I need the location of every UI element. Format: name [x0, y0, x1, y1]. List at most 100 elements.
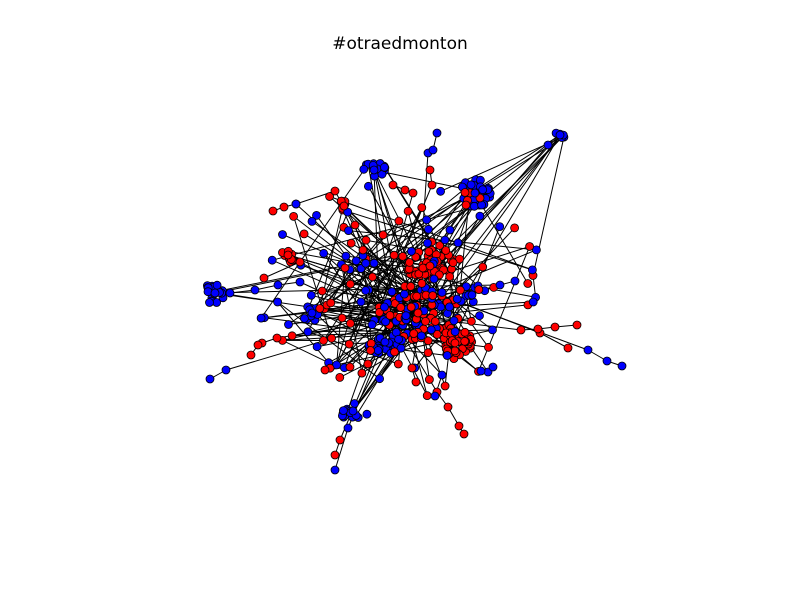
graph-node-red	[412, 291, 422, 301]
graph-node-blue	[543, 140, 553, 150]
graph-node-red	[435, 241, 445, 250]
graph-edge	[481, 204, 529, 284]
graph-node-red	[346, 238, 356, 248]
graph-node-red	[425, 165, 435, 175]
graph-node-blue	[381, 317, 391, 327]
graph-node-blue	[617, 361, 627, 371]
graph-nodes	[202, 128, 627, 475]
graph-node-blue	[478, 185, 488, 195]
graph-node-red	[389, 250, 399, 260]
graph-node-blue	[401, 311, 411, 321]
graph-node-red	[455, 285, 465, 295]
graph-node-blue	[350, 399, 359, 408]
graph-node-red	[246, 350, 256, 360]
graph-edge	[347, 343, 372, 411]
graph-node-blue	[399, 289, 409, 299]
graph-node-red	[417, 203, 427, 213]
graph-node-red	[388, 180, 398, 190]
graph-node-red	[339, 201, 349, 211]
graph-node-red	[474, 285, 484, 295]
graph-edge	[313, 310, 369, 365]
graph-node-red	[460, 336, 470, 346]
graph-node-red	[445, 272, 455, 282]
graph-node-blue	[212, 280, 222, 290]
graph-node-red	[299, 229, 309, 239]
graph-node-red	[450, 346, 460, 356]
graph-node-red	[405, 257, 414, 267]
graph-node-blue	[356, 297, 366, 307]
graph-node-blue	[295, 277, 305, 287]
graph-node-blue	[476, 366, 486, 376]
graph-node-blue	[348, 406, 358, 416]
graph-node-blue	[495, 280, 505, 290]
graph-edge	[272, 204, 484, 261]
graph-node-blue	[387, 287, 397, 297]
graph-node-red	[319, 336, 328, 345]
graph-node-blue	[379, 162, 389, 172]
graph-node-red	[414, 269, 424, 279]
graph-node-red	[390, 347, 399, 357]
graph-node-blue	[205, 374, 215, 384]
graph-node-blue	[452, 294, 462, 304]
graph-edge	[329, 196, 533, 271]
graph-node-red	[283, 250, 293, 260]
graph-node-red	[450, 338, 460, 348]
graph-node-red	[259, 273, 269, 283]
graph-node-blue	[291, 199, 301, 209]
graph-node-blue	[445, 225, 455, 235]
graph-node-red	[358, 245, 368, 255]
graph-node-red	[454, 421, 464, 431]
graph-node-blue	[273, 280, 283, 290]
graph-node-blue	[394, 334, 404, 344]
graph-node-red	[400, 185, 410, 195]
graph-node-red	[320, 365, 330, 375]
graph-node-blue	[205, 298, 214, 307]
graph-edge	[316, 215, 386, 310]
graph-node-blue	[475, 211, 485, 221]
graph-node-red	[408, 188, 418, 198]
graph-node-blue	[363, 181, 373, 191]
graph-node-blue	[528, 265, 537, 275]
graph-node-red	[345, 318, 355, 328]
graph-node-blue	[380, 337, 390, 347]
graph-node-blue	[532, 245, 541, 255]
graph-node-blue	[442, 351, 452, 360]
graph-node-blue	[306, 290, 316, 300]
graph-node-red	[466, 316, 476, 326]
graph-edge	[322, 290, 439, 305]
graph-node-red	[340, 263, 350, 273]
graph-node-blue	[449, 316, 459, 326]
graph-node-blue	[555, 130, 565, 140]
graph-node-red	[409, 329, 419, 339]
graph-node-red	[279, 202, 289, 212]
graph-node-blue	[351, 256, 361, 266]
graph-node-blue	[250, 285, 260, 295]
graph-node-blue	[359, 164, 369, 174]
graph-node-red	[430, 316, 440, 326]
graph-edge	[368, 133, 561, 291]
graph-edge	[373, 169, 471, 191]
graph-node-red	[268, 206, 278, 216]
graph-node-red	[326, 298, 336, 308]
graph-node-blue	[428, 145, 438, 155]
graph-node-blue	[467, 290, 477, 300]
graph-node-red	[315, 304, 325, 313]
graph-node-red	[253, 340, 263, 350]
graph-node-red	[425, 261, 435, 271]
graph-edge	[447, 304, 528, 314]
graph-node-red	[335, 372, 345, 382]
graph-edge	[452, 262, 479, 287]
graph-node-blue	[488, 325, 497, 335]
graph-node-blue	[338, 406, 348, 416]
graph-node-blue	[225, 288, 235, 298]
graph-node-blue	[379, 302, 389, 312]
graph-node-blue	[343, 423, 353, 433]
graph-node-red	[423, 348, 433, 358]
graph-node-blue	[469, 201, 479, 211]
graph-node-red	[533, 324, 543, 334]
graph-node-red	[523, 279, 533, 288]
graph-node-blue	[422, 215, 432, 225]
graph-node-blue	[319, 248, 329, 258]
graph-node-red	[317, 286, 327, 296]
graph-node-red	[363, 359, 373, 369]
